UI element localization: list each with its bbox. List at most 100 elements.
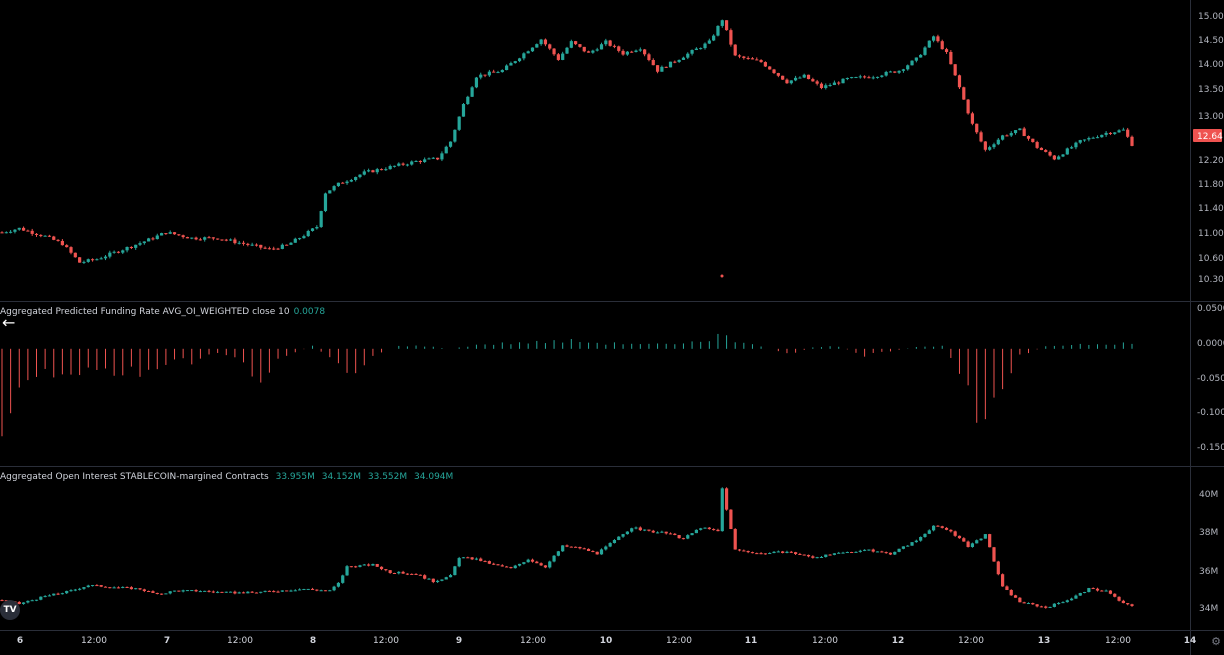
candle-body <box>897 548 901 552</box>
gear-icon[interactable]: ⚙ <box>1211 635 1221 648</box>
candle-body <box>147 238 151 242</box>
candle-body <box>151 238 155 240</box>
candle-body <box>379 169 384 171</box>
candle-body <box>936 36 940 42</box>
candle-body <box>828 85 832 87</box>
candle-body <box>436 580 440 583</box>
candle-body <box>241 242 246 244</box>
candle-body <box>694 529 698 534</box>
candle-body <box>138 588 142 590</box>
candle-body <box>824 554 828 557</box>
candle-body <box>591 50 595 53</box>
candle-body <box>612 45 617 47</box>
candle-body <box>901 69 906 71</box>
candle-body <box>655 65 660 72</box>
candle-body <box>517 58 522 62</box>
candle-body <box>755 59 759 61</box>
candle-body <box>349 180 353 182</box>
candle-body <box>172 232 177 235</box>
candle-body <box>858 76 862 78</box>
candle-body <box>306 588 310 590</box>
candle-body <box>78 588 82 590</box>
candle-body <box>367 170 371 172</box>
candle-body <box>194 590 198 592</box>
candle-body <box>1039 606 1044 608</box>
candle-body <box>949 51 953 65</box>
candle-body <box>729 509 733 530</box>
candle-body <box>172 590 177 592</box>
candle-body <box>168 232 172 234</box>
candle-body <box>845 552 849 554</box>
candle-body <box>13 229 17 232</box>
candle-body <box>349 566 353 568</box>
candle-body <box>164 593 168 595</box>
time-axis[interactable]: 6 12:00 7 12:00 8 12:00 9 12:00 10 12:00 11 12:00 12… <box>17 636 1196 646</box>
funding-tick-label: 0.0000 <box>1197 339 1224 349</box>
candle-body <box>983 141 987 150</box>
candle-body <box>742 56 746 58</box>
candle-body <box>1048 151 1052 156</box>
candle-body <box>845 78 849 80</box>
candle-body <box>1013 595 1018 598</box>
candle-body <box>772 69 776 74</box>
arrow-left-icon[interactable]: ← <box>2 313 16 332</box>
candle-body <box>673 61 677 63</box>
candle-body <box>759 60 763 63</box>
price-candles <box>0 19 1134 278</box>
tradingview-logo-icon[interactable]: TV <box>0 600 20 620</box>
candle-body <box>776 73 780 76</box>
time-tick-label: 7 <box>164 636 170 646</box>
funding-panel-legend[interactable]: Aggregated Predicted Funding Rate AVG_OI… <box>0 307 325 317</box>
candle-body <box>850 552 854 554</box>
candle-body <box>526 559 530 563</box>
candle-body <box>457 558 461 567</box>
candle-body <box>781 75 785 80</box>
candle-body <box>565 47 569 54</box>
candle-body <box>962 538 966 542</box>
candle-body <box>1005 586 1009 590</box>
time-tick-label: 12:00 <box>227 636 253 646</box>
oi-panel-legend[interactable]: Aggregated Open Interest STABLECOIN-marg… <box>0 472 453 482</box>
candle-body <box>582 46 586 52</box>
candle-body <box>914 540 918 543</box>
candle-body <box>358 565 362 567</box>
candle-body <box>1078 593 1082 596</box>
candle-body <box>1113 132 1117 134</box>
candle-body <box>470 557 474 560</box>
candle-body <box>811 79 815 82</box>
candle-body <box>336 582 341 587</box>
candle-body <box>1031 603 1035 605</box>
candle-body <box>323 193 328 212</box>
candle-body <box>34 233 39 235</box>
candle-body <box>888 71 893 73</box>
candle-body <box>185 237 190 239</box>
time-tick-label: 13 <box>1038 636 1051 646</box>
candle-body <box>0 232 4 234</box>
candle-body <box>561 545 565 552</box>
candle-body <box>940 41 944 50</box>
candle-body <box>655 532 660 534</box>
candle-body <box>668 61 673 68</box>
candle-body <box>211 591 215 593</box>
candle-body <box>86 585 90 588</box>
candle-body <box>1001 574 1005 587</box>
candle-body <box>785 79 789 84</box>
candle-body <box>785 551 789 553</box>
candle-body <box>302 236 306 239</box>
funding-histogram <box>1 333 1133 437</box>
candle-body <box>992 144 996 148</box>
candle-body <box>686 53 690 58</box>
candle-body <box>116 251 121 253</box>
candle-body <box>811 556 815 558</box>
price-axis[interactable]: 15.00 14.50 14.00 13.50 13.00 12.20 11.80 11.40… <box>1193 12 1224 614</box>
candle-body <box>543 39 548 45</box>
candle-body <box>1091 588 1095 590</box>
candle-body <box>423 159 427 163</box>
candle-body <box>440 153 444 160</box>
candle-body <box>332 586 336 591</box>
candle-body <box>379 566 384 570</box>
candle-body <box>401 571 405 574</box>
candle-body <box>293 238 297 243</box>
candle-body <box>397 163 401 166</box>
